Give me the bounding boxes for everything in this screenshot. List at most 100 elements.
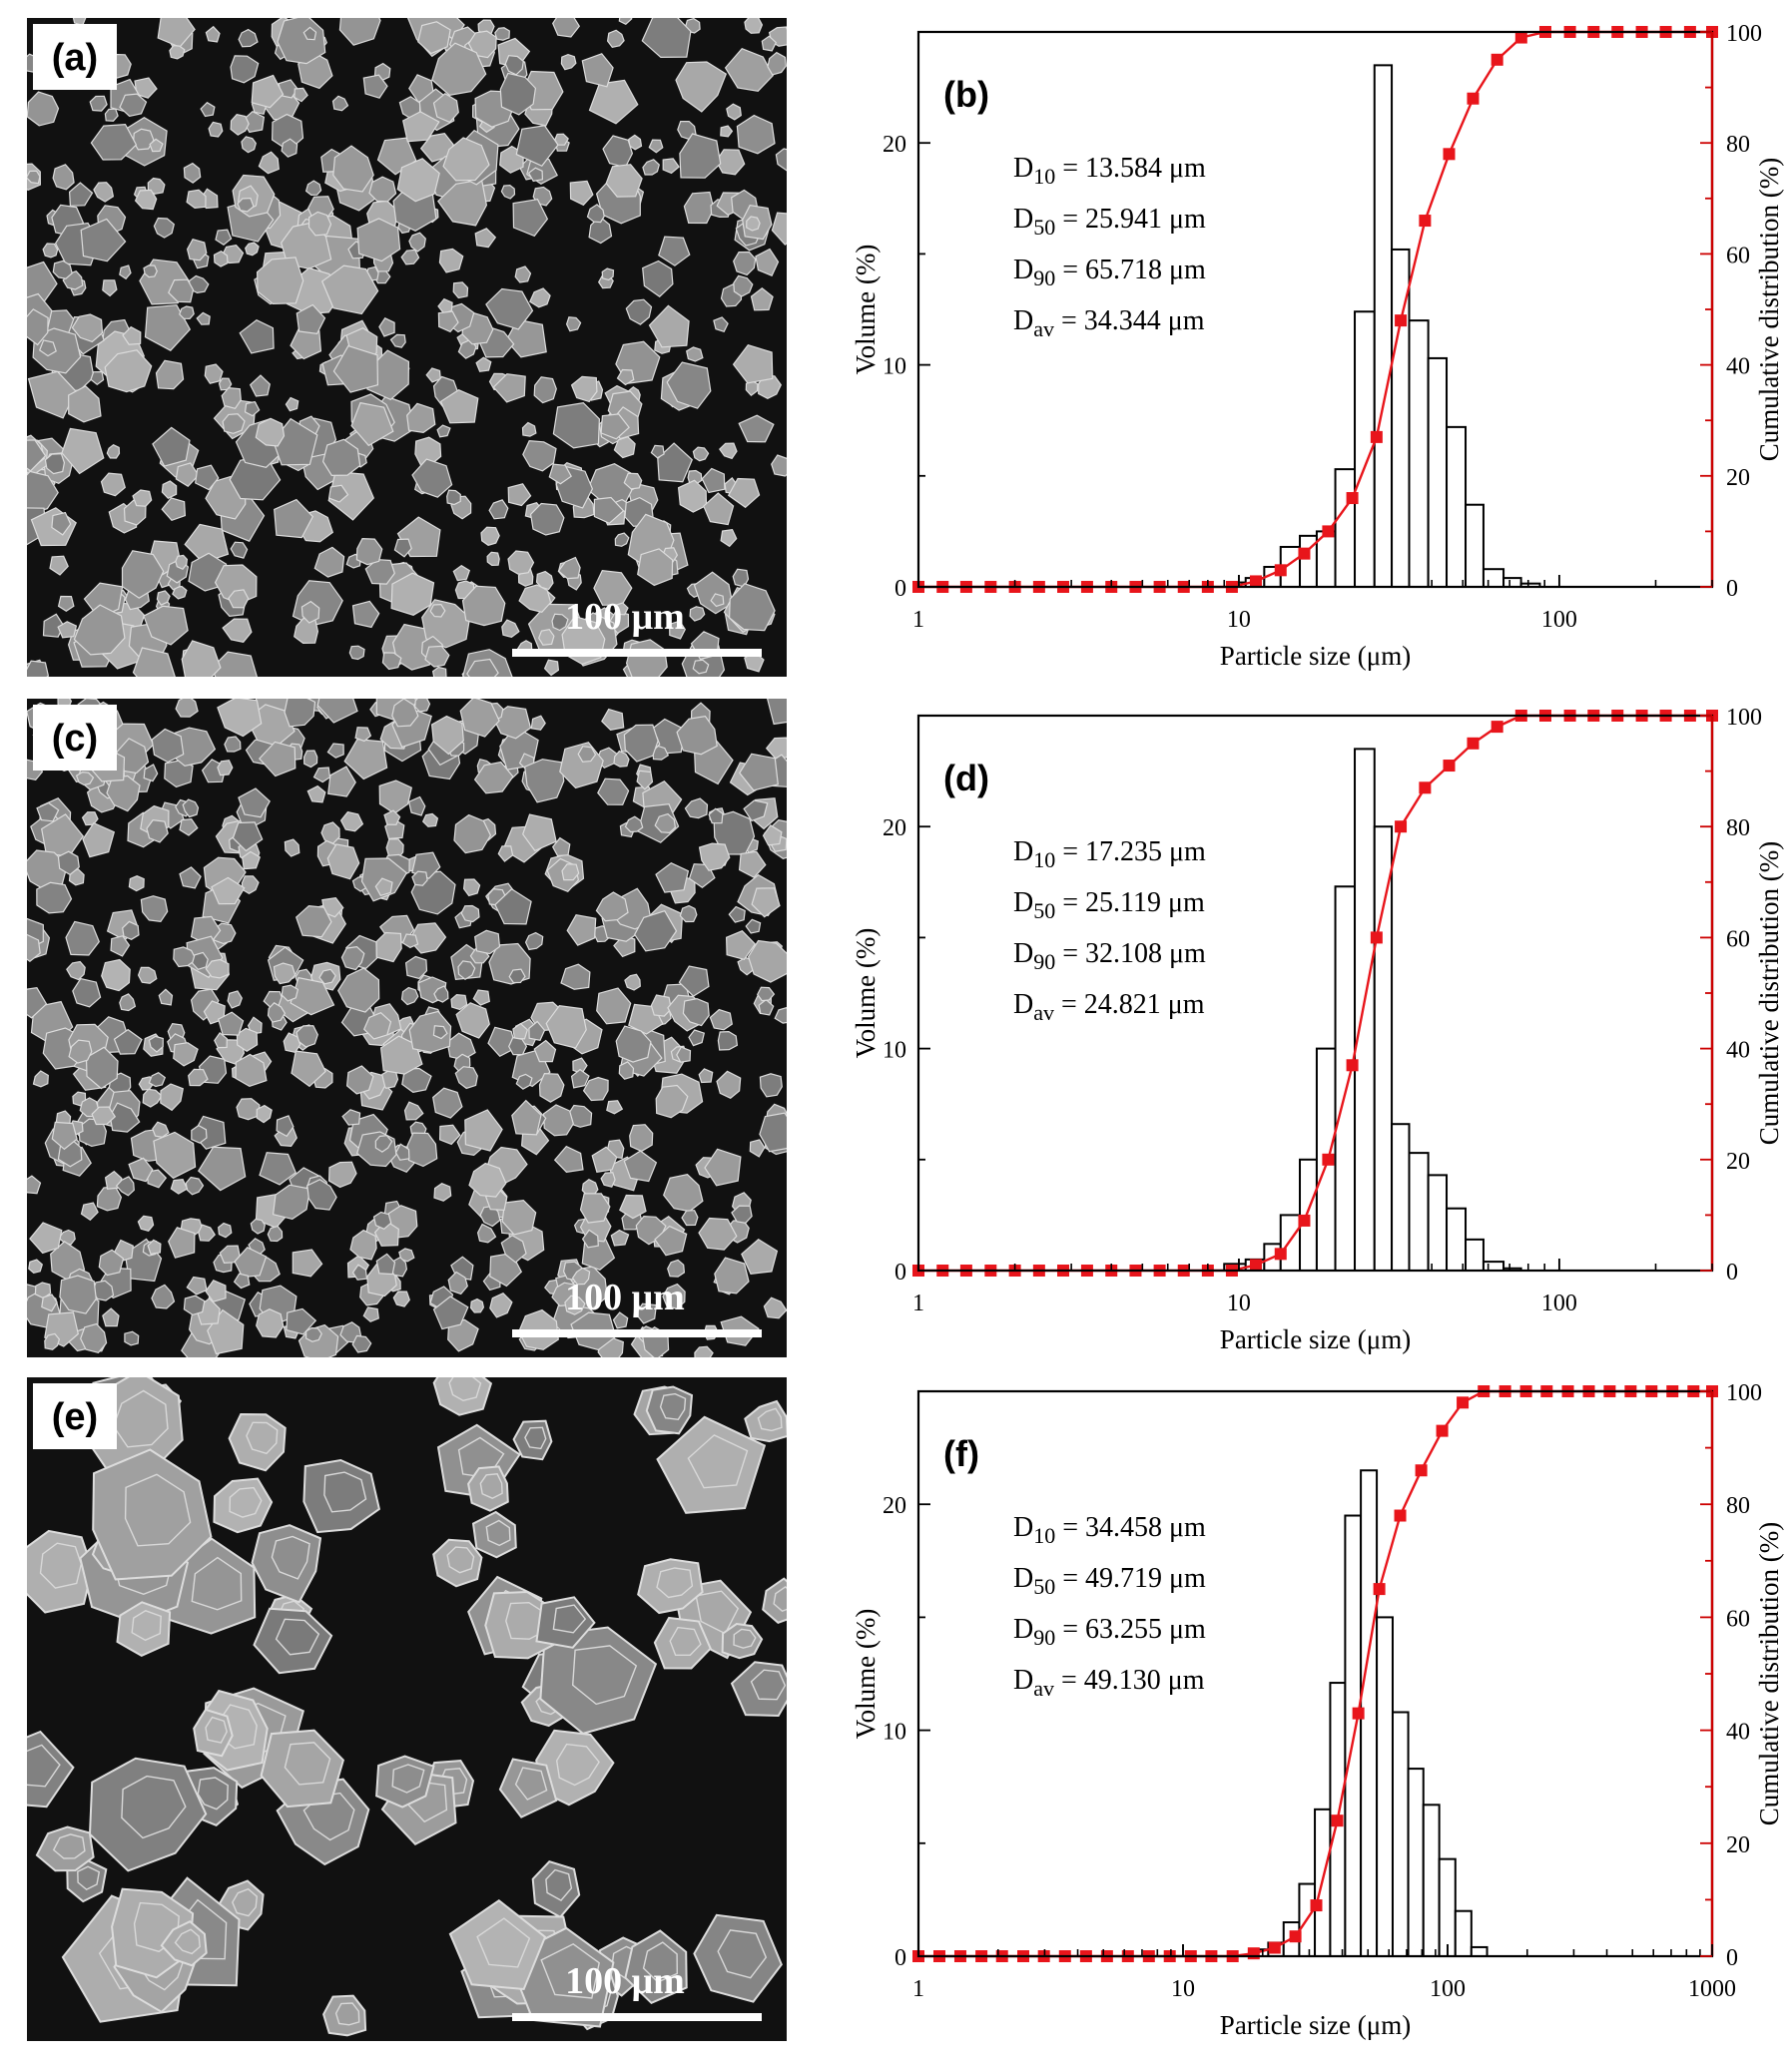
particle (741, 1239, 779, 1275)
particle (284, 699, 316, 728)
particle (701, 467, 726, 494)
y-axis-right: 0 20 40 60 80 100 (1700, 21, 1762, 602)
particle (175, 699, 199, 718)
particle (144, 304, 192, 351)
particle-facet (552, 1604, 587, 1634)
stat-line: D90 = 65.718 μm (1013, 255, 1206, 290)
particle (577, 746, 597, 763)
histogram-bar (1334, 468, 1357, 588)
particle (173, 946, 198, 968)
particle (454, 1066, 478, 1090)
particle (472, 989, 490, 1006)
particle-facet (275, 1618, 320, 1656)
y-tick-label: 20 (883, 132, 906, 158)
particle (775, 148, 787, 172)
particle-facet (232, 1887, 259, 1917)
particle (635, 1302, 658, 1324)
particle (593, 496, 625, 525)
particle (565, 316, 582, 332)
particle (27, 308, 49, 346)
particle (720, 125, 734, 138)
particle (681, 1210, 699, 1227)
particle (285, 396, 299, 412)
particle (316, 699, 358, 724)
particle (183, 1295, 206, 1316)
particle (531, 1860, 581, 1919)
svg-text:(c): (c) (52, 718, 98, 760)
particle (407, 795, 426, 816)
particle (183, 162, 202, 184)
particle (552, 401, 601, 449)
particle (732, 568, 750, 588)
particle (650, 444, 665, 459)
particle (751, 887, 781, 918)
particle (438, 1124, 461, 1146)
particle-facet (773, 1586, 787, 1612)
particle (304, 180, 322, 197)
stats-annotation: D10 = 13.584 μm D50 = 25.941 μm D90 = 65.7… (1013, 153, 1206, 341)
particle (637, 548, 674, 587)
particle (394, 1143, 410, 1161)
particle (188, 274, 210, 294)
particle-facet (39, 1542, 83, 1589)
cumulative-point (1370, 430, 1383, 443)
panel-label: (c) (33, 705, 117, 771)
particle (82, 821, 116, 858)
particle (507, 550, 535, 575)
particle-facet (174, 1928, 201, 1955)
cumulative-point (1346, 492, 1359, 505)
histogram-bar (1391, 1711, 1410, 1957)
y-tick-label: 20 (883, 1493, 906, 1519)
histogram-bar (1427, 1174, 1449, 1273)
particle (251, 1524, 322, 1604)
particle (57, 621, 78, 639)
histogram (1223, 748, 1522, 1273)
particle (256, 257, 304, 305)
particle (27, 660, 50, 677)
particle (676, 1046, 692, 1063)
svg-text:100 μm: 100 μm (565, 1277, 685, 1318)
y-axis-left-label: Volume (%) (851, 245, 881, 375)
particle (302, 1458, 381, 1534)
particle (437, 310, 459, 333)
stat-line: D90 = 32.108 μm (1013, 938, 1206, 974)
particle (38, 339, 57, 357)
particle (345, 1065, 374, 1095)
particle (217, 760, 234, 777)
cumulative-point (1274, 1248, 1287, 1261)
particle (433, 1183, 452, 1202)
particle (296, 904, 332, 938)
particle (338, 18, 381, 46)
particle (211, 876, 246, 905)
cumulative-point (1443, 148, 1456, 161)
particle (733, 274, 754, 297)
stat-line: Dav = 34.344 μm (1013, 305, 1205, 341)
particle (474, 228, 497, 249)
particle (698, 1068, 714, 1084)
particle (600, 1172, 616, 1188)
histogram-bar (1408, 1152, 1430, 1272)
particle (467, 1465, 509, 1512)
cumulative-point (1395, 820, 1408, 833)
particle (42, 243, 59, 259)
y-tick-label: 20 (883, 815, 906, 841)
cumulative-point (1352, 1707, 1365, 1720)
particle (32, 327, 82, 374)
particle (68, 385, 102, 423)
particle (57, 595, 75, 613)
particle (625, 298, 653, 325)
particle (228, 1412, 287, 1472)
particle (168, 278, 195, 303)
particle (128, 1157, 154, 1183)
particle (432, 1295, 469, 1330)
y-axis-left-label: Volume (%) (851, 928, 881, 1059)
particle (474, 929, 501, 955)
cumulative-point (1346, 1059, 1359, 1072)
particle (91, 1106, 117, 1126)
particle (241, 136, 257, 154)
particle (90, 123, 138, 161)
particle (205, 25, 221, 43)
particle (515, 1073, 533, 1090)
particle (414, 699, 431, 713)
particle (27, 439, 47, 472)
